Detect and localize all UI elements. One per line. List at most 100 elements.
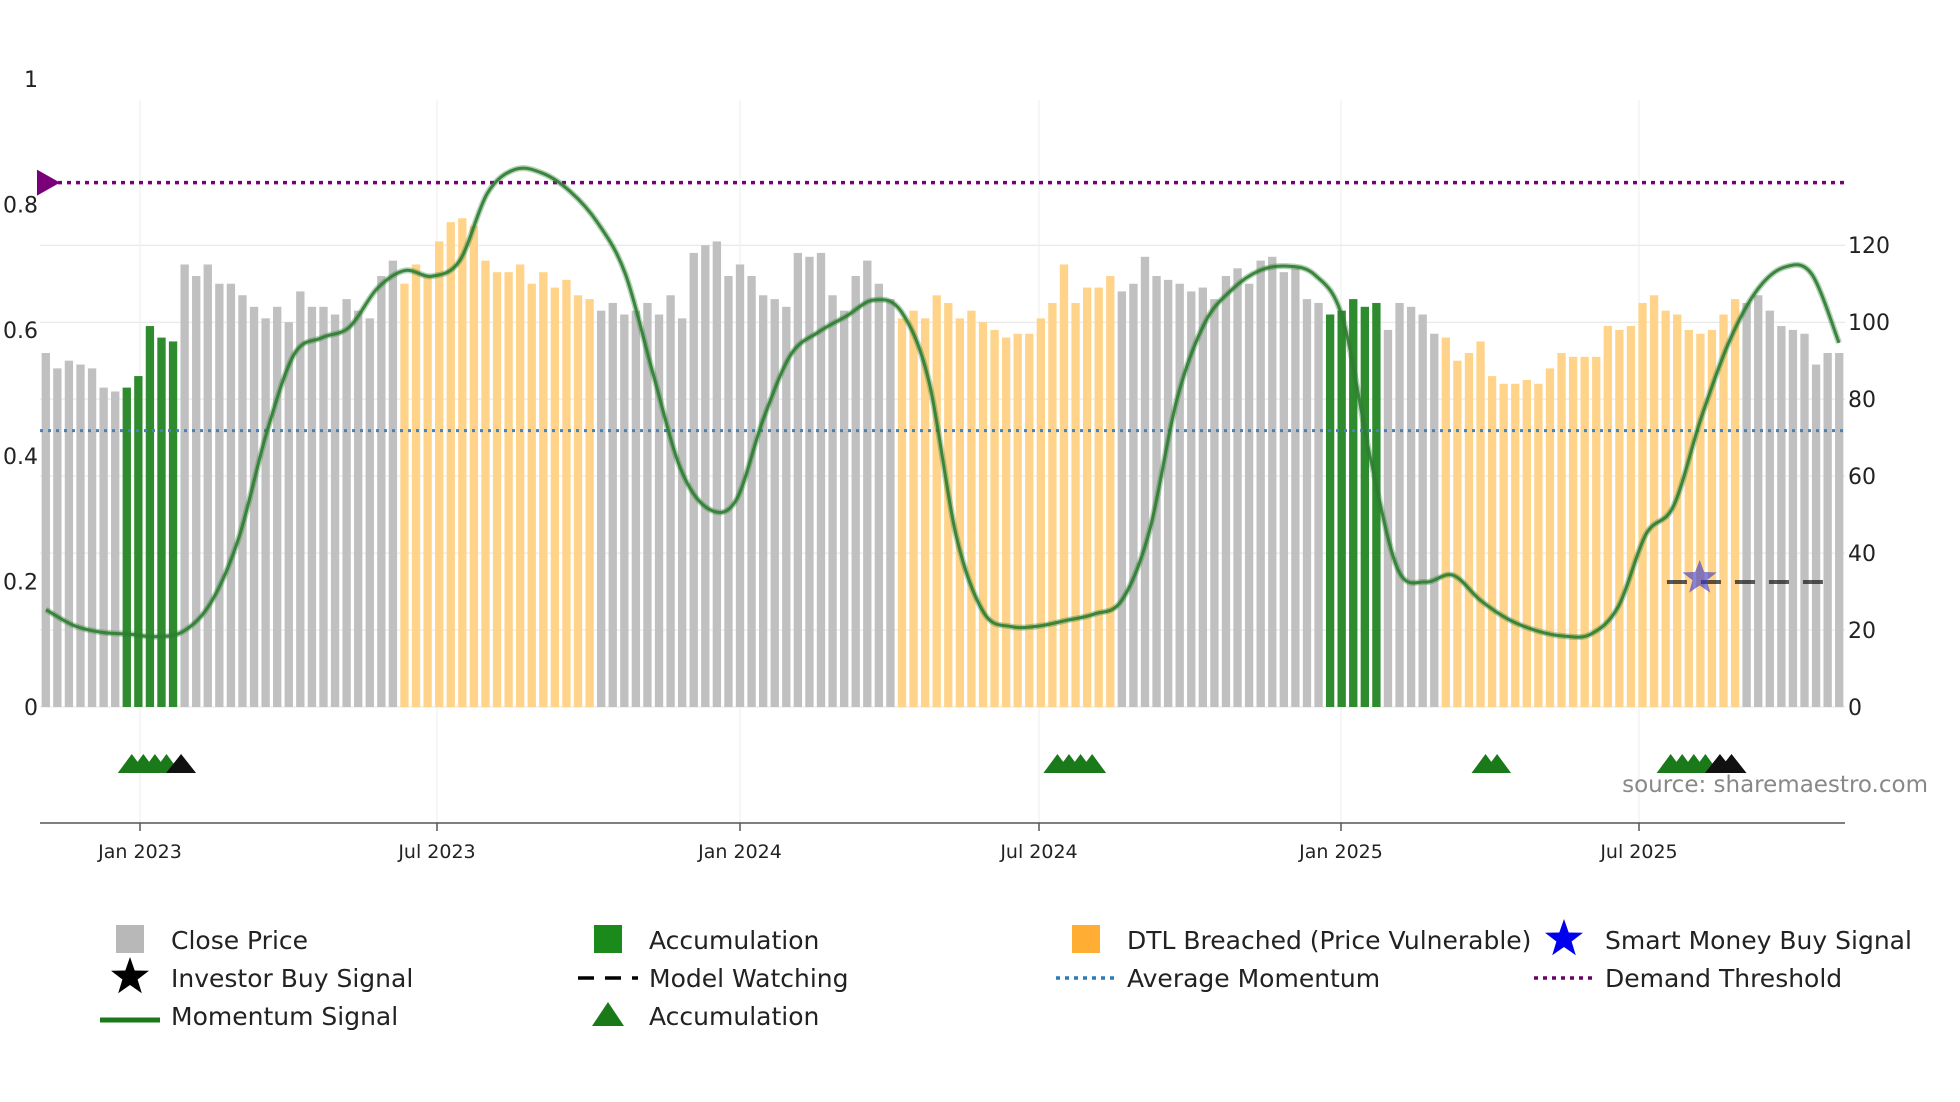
dtl-breached-bar	[1615, 329, 1624, 707]
close-price-bar	[1187, 291, 1196, 707]
close-price-bar	[666, 295, 675, 707]
close-price-bar	[1256, 260, 1265, 707]
legend-item: Accumulation	[594, 925, 819, 955]
legend-label: Smart Money Buy Signal	[1605, 926, 1912, 955]
legend: Close Price Accumulation DTL Breached (Pri…	[100, 919, 1912, 1031]
close-price-bar	[99, 387, 108, 707]
close-price-bar	[1291, 268, 1300, 707]
close-price-bar	[770, 299, 779, 707]
close-price-bar	[192, 276, 201, 707]
dtl-breached-bar	[458, 218, 467, 707]
close-price-bar	[782, 306, 791, 707]
legend-label: Accumulation	[649, 1002, 819, 1031]
close-price-bar	[319, 306, 328, 707]
investor-buy-signal-triangle	[166, 754, 197, 773]
dtl-breached-bar	[446, 222, 455, 708]
close-price-bar	[284, 322, 293, 707]
left-axis-tick-label: 0.4	[3, 445, 38, 470]
legend-item: Demand Threshold	[1534, 964, 1842, 993]
close-price-bar	[793, 252, 803, 707]
dtl-breached-bar	[1059, 264, 1069, 707]
accumulation-bar	[145, 326, 155, 707]
close-price-bar	[53, 368, 62, 707]
dtl-breached-bar	[1511, 383, 1520, 707]
accumulation-bar	[1372, 302, 1381, 707]
close-price-bar	[839, 310, 849, 707]
dtl-breached-bar	[920, 318, 930, 707]
close-price-bar	[1129, 283, 1138, 707]
close-price-bar	[1383, 329, 1393, 707]
dtl-breached-bar	[932, 295, 941, 707]
close-price-bar	[261, 318, 270, 707]
legend-label: Demand Threshold	[1605, 964, 1842, 993]
close-price-bar	[1221, 276, 1231, 707]
x-axis-tick-label: Jul 2023	[397, 841, 475, 863]
close-price-bar	[816, 252, 826, 707]
close-price-bar	[735, 264, 745, 707]
dtl-breached-bar	[1464, 352, 1474, 707]
dtl-breached-bar	[1707, 329, 1717, 707]
x-axis-tick-label: Jan 2023	[97, 841, 182, 863]
dtl-breached-bar	[1534, 383, 1543, 707]
close-price-bar	[377, 276, 386, 707]
dtl-breached-bar	[400, 283, 409, 707]
dtl-breached-bar	[1094, 287, 1103, 707]
dtl-breached-bar	[1673, 314, 1682, 707]
close-price-bar	[330, 314, 340, 707]
dtl-breached-bar	[1025, 333, 1034, 707]
axes: 0 0.2 0.4 0.6 0.8 1 0 20 40 60 80 100 120 Jan 2023 Jul…	[3, 68, 1890, 863]
dtl-breached-bar	[1626, 326, 1636, 707]
close-price-bar	[1268, 256, 1277, 707]
close-price-bar	[354, 310, 363, 707]
dtl-breached-bar	[1592, 356, 1601, 707]
accumulation-signal-triangle	[1078, 754, 1107, 773]
markers	[1682, 560, 1717, 593]
dtl-breached-bar	[1499, 383, 1508, 707]
close-price-bar	[1800, 333, 1809, 707]
x-axis-tick-label: Jul 2025	[1599, 841, 1677, 863]
legend-item: Investor Buy Signal	[111, 957, 413, 994]
close-price-bar	[1418, 314, 1427, 707]
left-axis-tick-label: 0.2	[3, 570, 38, 595]
close-price-bar	[747, 276, 756, 707]
close-price-bar	[597, 310, 606, 707]
dtl-breached-bar	[573, 295, 583, 707]
close-price-bar	[1823, 352, 1832, 707]
accumulation-bar	[1337, 310, 1346, 707]
close-price-bar	[111, 391, 120, 707]
accumulation-bar	[1349, 299, 1358, 707]
signal-strip	[117, 754, 1747, 773]
legend-item: DTL Breached (Price Vulnerable)	[1072, 925, 1531, 955]
dtl-breached-bar	[1071, 302, 1080, 707]
dtl-breached-bar	[1568, 356, 1578, 707]
legend-swatch-triangle	[592, 1002, 624, 1026]
legend-item: Close Price	[116, 925, 308, 955]
close-price-bar	[1175, 283, 1184, 707]
dtl-breached-bar	[955, 318, 965, 707]
dtl-breached-bar	[1545, 368, 1555, 707]
accumulation-bar	[134, 376, 143, 707]
close-price-bar	[64, 360, 74, 707]
right-axis-tick-label: 100	[1848, 311, 1890, 336]
dtl-breached-bar	[909, 310, 918, 707]
close-price-bar	[828, 295, 837, 707]
close-price-bar	[1395, 302, 1404, 707]
dtl-breached-bar	[504, 272, 513, 707]
dtl-breached-bar	[527, 283, 536, 707]
dtl-breached-bar	[1013, 333, 1022, 707]
accumulation-bar	[168, 341, 178, 707]
close-price-bar	[758, 295, 768, 707]
close-price-bar	[863, 260, 872, 707]
investor-buy-signal-triangle	[1716, 754, 1747, 773]
close-price-bar	[226, 283, 236, 707]
close-price-bar	[273, 306, 282, 707]
close-price-bar	[1233, 268, 1242, 707]
close-price-bar	[1163, 279, 1173, 707]
left-axis-tick-label: 0	[24, 696, 38, 721]
close-price-bar	[238, 295, 247, 707]
dtl-breached-bar	[562, 279, 571, 707]
close-price-bar	[180, 264, 189, 707]
close-price-bar	[307, 306, 317, 707]
dtl-breached-bar	[1048, 302, 1057, 707]
close-price-bar	[724, 276, 733, 707]
